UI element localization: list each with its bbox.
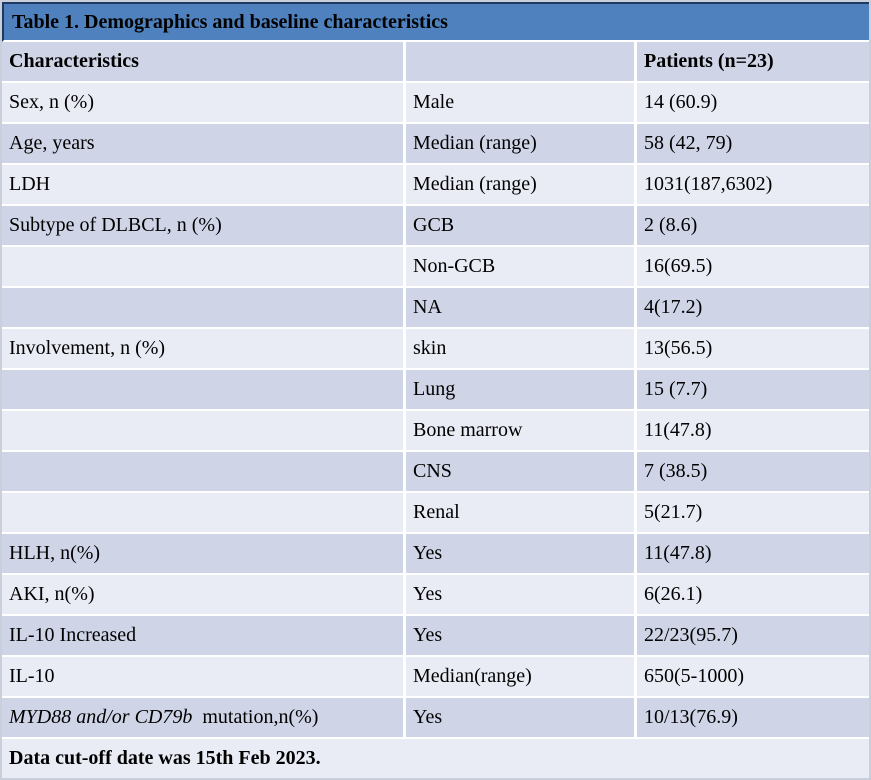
cell-category: Renal (406, 493, 637, 534)
cell-category: Male (406, 83, 637, 124)
header-row: Characteristics Patients (n=23) (2, 42, 869, 83)
cell-characteristic: LDH (2, 165, 406, 206)
table-row-involvement-lung: Lung 15 (7.7) (2, 370, 869, 411)
characteristics-table: Characteristics Patients (n=23) Sex, n (… (2, 42, 869, 739)
cell-characteristic: Involvement, n (%) (2, 329, 406, 370)
cell-characteristic (2, 452, 406, 493)
table-row-ldh: LDH Median (range) 1031(187,6302) (2, 165, 869, 206)
cell-category: NA (406, 288, 637, 329)
cell-characteristic: MYD88 and/or CD79b mutation,n(%) (2, 698, 406, 739)
cell-category: Median (range) (406, 165, 637, 206)
cell-category: Yes (406, 575, 637, 616)
table-row-involvement-cns: CNS 7 (38.5) (2, 452, 869, 493)
table-row-subtype-gcb: Subtype of DLBCL, n (%) GCB 2 (8.6) (2, 206, 869, 247)
cell-characteristic: Sex, n (%) (2, 83, 406, 124)
cell-characteristic: AKI, n(%) (2, 575, 406, 616)
cell-category: Lung (406, 370, 637, 411)
cell-category: Median(range) (406, 657, 637, 698)
table-row-subtype-nongcb: Non-GCB 16(69.5) (2, 247, 869, 288)
cell-category: CNS (406, 452, 637, 493)
column-header-empty (406, 42, 637, 83)
cell-value: 22/23(95.7) (637, 616, 869, 657)
column-header-patients: Patients (n=23) (637, 42, 869, 83)
cell-value: 11(47.8) (637, 411, 869, 452)
cell-characteristic (2, 288, 406, 329)
table-footnote: Data cut-off date was 15th Feb 2023. (2, 739, 869, 778)
table-row-il10: IL-10 Median(range) 650(5-1000) (2, 657, 869, 698)
column-header-characteristics: Characteristics (2, 42, 406, 83)
cell-value: 1031(187,6302) (637, 165, 869, 206)
cell-value: 2 (8.6) (637, 206, 869, 247)
cell-category: Bone marrow (406, 411, 637, 452)
cell-category: Non-GCB (406, 247, 637, 288)
table-row-involvement-skin: Involvement, n (%) skin 13(56.5) (2, 329, 869, 370)
cell-characteristic (2, 247, 406, 288)
table-row-aki: AKI, n(%) Yes 6(26.1) (2, 575, 869, 616)
cell-value: 650(5-1000) (637, 657, 869, 698)
table-row-age: Age, years Median (range) 58 (42, 79) (2, 124, 869, 165)
cell-characteristic: IL-10 (2, 657, 406, 698)
cell-characteristic: Age, years (2, 124, 406, 165)
cell-value: 4(17.2) (637, 288, 869, 329)
table-row-involvement-renal: Renal 5(21.7) (2, 493, 869, 534)
cell-value: 16(69.5) (637, 247, 869, 288)
cell-characteristic (2, 411, 406, 452)
table-row-hlh: HLH, n(%) Yes 11(47.8) (2, 534, 869, 575)
cell-value: 14 (60.9) (637, 83, 869, 124)
cell-value: 7 (38.5) (637, 452, 869, 493)
table-row-sex: Sex, n (%) Male 14 (60.9) (2, 83, 869, 124)
cell-characteristic (2, 493, 406, 534)
cell-characteristic (2, 370, 406, 411)
table-row-involvement-bone-marrow: Bone marrow 11(47.8) (2, 411, 869, 452)
cell-category: GCB (406, 206, 637, 247)
cell-category: Yes (406, 616, 637, 657)
gene-names-italic: MYD88 and/or CD79b (9, 706, 193, 728)
cell-value: 13(56.5) (637, 329, 869, 370)
cell-characteristic: IL-10 Increased (2, 616, 406, 657)
cell-value: 5(21.7) (637, 493, 869, 534)
cell-category: Yes (406, 698, 637, 739)
cell-value: 11(47.8) (637, 534, 869, 575)
cell-value: 6(26.1) (637, 575, 869, 616)
cell-characteristic: HLH, n(%) (2, 534, 406, 575)
cell-category: skin (406, 329, 637, 370)
cell-value: 10/13(76.9) (637, 698, 869, 739)
cell-category: Yes (406, 534, 637, 575)
mutation-label: mutation,n(%) (192, 706, 319, 728)
cell-category: Median (range) (406, 124, 637, 165)
cell-characteristic: Subtype of DLBCL, n (%) (2, 206, 406, 247)
table-row-il10-increased: IL-10 Increased Yes 22/23(95.7) (2, 616, 869, 657)
table-title: Table 1. Demographics and baseline chara… (2, 2, 869, 42)
table-row-subtype-na: NA 4(17.2) (2, 288, 869, 329)
cell-value: 15 (7.7) (637, 370, 869, 411)
cell-value: 58 (42, 79) (637, 124, 869, 165)
table-row-myd88-cd79b: MYD88 and/or CD79b mutation,n(%) Yes 10/… (2, 698, 869, 739)
